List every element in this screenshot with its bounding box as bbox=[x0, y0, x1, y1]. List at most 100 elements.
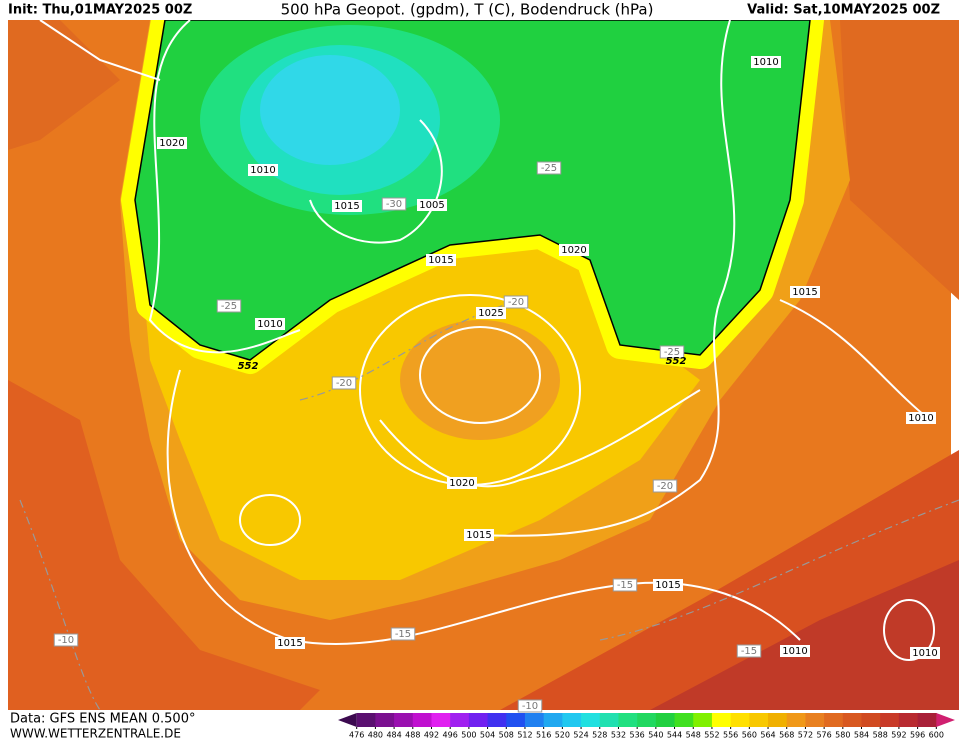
init-label: Init: Thu,01MAY2025 00Z bbox=[8, 3, 192, 18]
contour-label: 1005 bbox=[419, 200, 444, 211]
contour-label-box bbox=[751, 56, 781, 68]
contour-label: -25 bbox=[541, 163, 557, 174]
contour-label: -10 bbox=[58, 635, 74, 646]
contour-label: -20 bbox=[336, 378, 352, 389]
contour-label: 1010 bbox=[782, 646, 807, 657]
contour-label-box bbox=[652, 479, 678, 493]
colorbar-cell bbox=[674, 713, 694, 727]
contour-label: 1025 bbox=[478, 308, 503, 319]
colorbar-tick-label: 516 bbox=[536, 731, 551, 740]
colorbar-cell bbox=[655, 713, 676, 727]
map-title: 500 hPa Geopot. (gpdm), T (C), Bodendruc… bbox=[281, 1, 654, 19]
colorbar-tick-label: 564 bbox=[760, 731, 775, 740]
contour-label: 1020 bbox=[449, 478, 474, 489]
isotherm bbox=[599, 499, 959, 641]
data-source: Data: GFS ENS MEAN 0.500° bbox=[10, 712, 195, 727]
isobar bbox=[309, 119, 443, 244]
colorbar-tick-label: 536 bbox=[630, 731, 645, 740]
contour-label-box bbox=[517, 699, 543, 713]
contour-label: -25 bbox=[664, 347, 680, 358]
colorbar-cell bbox=[412, 713, 432, 727]
colorbar-tick-label: 512 bbox=[517, 731, 532, 740]
colorbar-cell bbox=[506, 713, 526, 727]
map-field bbox=[8, 6, 959, 710]
colorbar-cell bbox=[749, 713, 769, 727]
colorbar-cell bbox=[768, 713, 788, 727]
colorbar-tick-label: 476 bbox=[349, 731, 364, 740]
field-band bbox=[8, 380, 320, 710]
colorbar-cell bbox=[861, 713, 881, 727]
colorbar-tick-label: 528 bbox=[592, 731, 607, 740]
contour-label-box bbox=[426, 254, 456, 266]
isobar bbox=[419, 326, 541, 424]
colorbar-tick-label: 580 bbox=[835, 731, 850, 740]
colorbar-cell bbox=[880, 713, 900, 727]
colorbar-tick-label: 584 bbox=[854, 731, 869, 740]
contour-label: -20 bbox=[508, 297, 524, 308]
colorbar-cell bbox=[898, 713, 919, 727]
colorbar-tick-label: 588 bbox=[873, 731, 888, 740]
contour-label-box bbox=[503, 295, 529, 309]
colorbar-arrow bbox=[936, 713, 955, 727]
contour-label-box bbox=[53, 633, 79, 647]
contour-label-box bbox=[275, 637, 305, 649]
colorbar-cell bbox=[711, 713, 732, 727]
colorbar-tick-label: 556 bbox=[723, 731, 738, 740]
colorbar-cell bbox=[842, 713, 863, 727]
isobar bbox=[883, 599, 935, 661]
colorbar-cell bbox=[450, 713, 470, 727]
contour-label: 1020 bbox=[159, 138, 184, 149]
isotherm bbox=[19, 499, 101, 711]
contour-label: -25 bbox=[221, 301, 237, 312]
colorbar-tick-label: 568 bbox=[779, 731, 794, 740]
colorbar-tick-label: 596 bbox=[910, 731, 925, 740]
contour-label: 1010 bbox=[257, 319, 282, 330]
contour-label-box bbox=[906, 412, 936, 424]
colorbar-tick-label: 524 bbox=[573, 731, 588, 740]
field-band bbox=[260, 55, 400, 165]
isobar bbox=[239, 494, 301, 546]
contour-label-box bbox=[780, 645, 810, 657]
contour-label-box bbox=[653, 579, 683, 591]
isobar bbox=[148, 19, 301, 354]
isobar bbox=[479, 19, 736, 537]
contour-label-box bbox=[332, 200, 362, 212]
contour-label: 1020 bbox=[561, 245, 586, 256]
header-bar bbox=[0, 0, 959, 20]
contour-label: 1015 bbox=[277, 638, 302, 649]
contour-label: -10 bbox=[522, 701, 538, 712]
colorbar-tick-label: 484 bbox=[386, 731, 401, 740]
contour-label-box bbox=[612, 578, 638, 592]
contour-label-box bbox=[255, 318, 285, 330]
colorbar-cell bbox=[730, 713, 750, 727]
colorbar-tick-label: 540 bbox=[648, 731, 663, 740]
colorbar-tick-label: 552 bbox=[704, 731, 719, 740]
colorbar-tick-label: 532 bbox=[611, 731, 626, 740]
colorbar-cell bbox=[637, 713, 657, 727]
valid-label: Valid: Sat,10MAY2025 00Z bbox=[747, 3, 940, 18]
colorbar-tick-label: 496 bbox=[443, 731, 458, 740]
colorbar-tick-label: 492 bbox=[424, 731, 439, 740]
contour-label: 552 bbox=[238, 361, 259, 372]
colorbar-tick-label: 576 bbox=[816, 731, 831, 740]
contour-label-box bbox=[736, 644, 762, 658]
colorbar-cell bbox=[431, 713, 451, 727]
contour-label-box bbox=[248, 164, 278, 176]
contour-label-box bbox=[381, 197, 407, 211]
contour-label-box bbox=[157, 137, 187, 149]
colorbar-tick-label: 480 bbox=[368, 731, 383, 740]
contour-label-box bbox=[659, 345, 685, 359]
contour-label: 1015 bbox=[655, 580, 680, 591]
contour-label: -15 bbox=[741, 646, 757, 657]
contour-label-box bbox=[216, 299, 242, 313]
contour-label: -20 bbox=[657, 481, 673, 492]
contour-label: 1015 bbox=[334, 201, 359, 212]
colorbar-cell bbox=[917, 713, 937, 727]
colorbar-tick-label: 544 bbox=[667, 731, 682, 740]
site-name: WWW.WETTERZENTRALE.DE bbox=[10, 727, 181, 741]
contour-label-box bbox=[417, 199, 447, 211]
contour-label-box bbox=[464, 529, 494, 541]
field-band bbox=[8, 20, 120, 150]
colorbar-tick-label: 592 bbox=[891, 731, 906, 740]
